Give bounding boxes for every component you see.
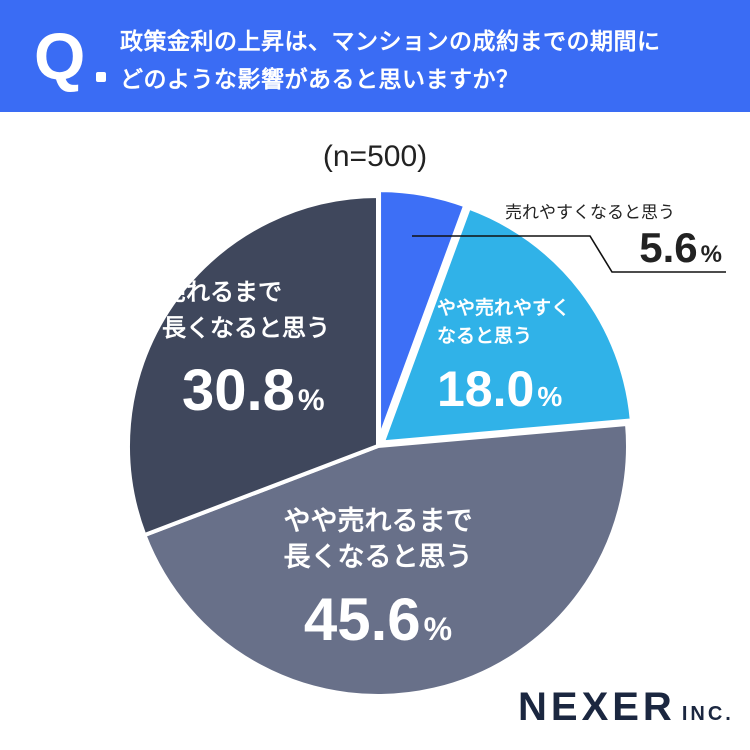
q-dot — [96, 72, 106, 82]
slice-label: 売れるまで — [162, 278, 282, 306]
slice-value-unit: % — [424, 611, 452, 647]
pie-slice — [377, 188, 468, 443]
question-line-2: どのような影響があると思いますか？ — [120, 67, 520, 93]
slice-label: やや売れるまで — [284, 506, 473, 537]
question-line-1: 政策金利の上昇は、マンションの成約までの期間に — [120, 29, 661, 55]
slice-value-unit: % — [298, 384, 325, 417]
slice-label: 長くなると思う — [162, 314, 330, 342]
slice-value-label: 18.0% — [437, 361, 562, 417]
pie-slice — [380, 205, 634, 445]
slice-value-unit: % — [537, 381, 562, 412]
question-header: Q 政策金利の上昇は、マンションの成約までの期間に どのような影響があると思いま… — [0, 0, 750, 112]
slice-value-label: 45.6% — [304, 586, 452, 653]
leader-line — [412, 235, 726, 273]
logo-suffix: INC. — [681, 703, 734, 725]
slice-value-label: 30.8% — [182, 358, 325, 423]
q-mark: Q — [34, 19, 86, 93]
slice-label: 売れやすくなると思う — [505, 203, 675, 223]
slice-value-unit: % — [701, 241, 722, 268]
pie-slice — [142, 422, 630, 698]
slice-value-number: 5.6 — [639, 224, 697, 271]
slice-value-label: 5.6% — [639, 224, 722, 271]
slice-label: やや売れやすく — [437, 296, 570, 319]
slice-value-number: 45.6 — [304, 586, 421, 653]
sample-size-label: (n=500) — [322, 140, 428, 173]
nexer-logo: NEXER INC. — [518, 685, 734, 730]
pie-slice — [126, 194, 380, 538]
slice-value-number: 18.0 — [437, 361, 534, 417]
logo-name: NEXER — [518, 685, 676, 729]
slice-value-number: 30.8 — [182, 358, 295, 423]
slice-label: 長くなると思う — [284, 542, 473, 573]
slice-label: なると思う — [437, 325, 532, 347]
